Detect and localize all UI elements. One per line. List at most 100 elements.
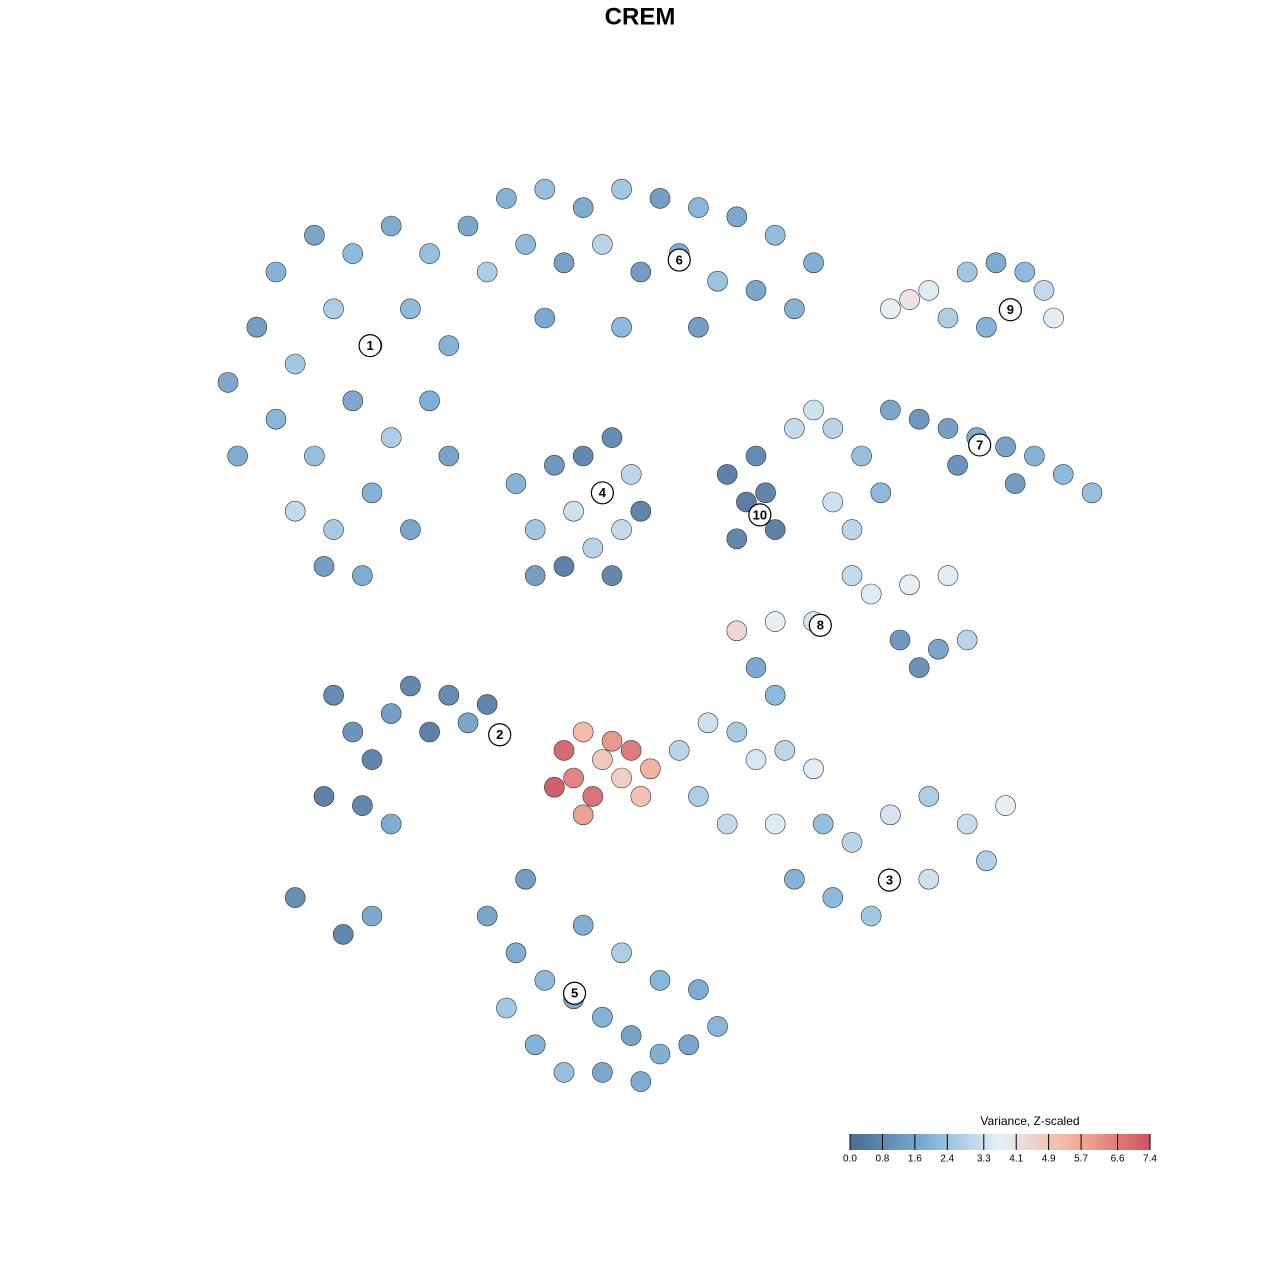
point [496,997,517,1019]
point [764,519,786,540]
point [524,519,546,540]
point [553,252,575,274]
point [937,307,959,329]
point [217,372,239,393]
point [1033,280,1055,301]
colorbar-title: Variance, Z-scaled [980,1114,1079,1128]
point [611,178,632,200]
point [284,887,306,908]
point [323,684,344,706]
cluster-badge [748,503,772,527]
colorbar-tick-label: 2.4 [940,1154,954,1165]
colorbar-tick-label: 0.0 [843,1154,857,1165]
point [592,1006,613,1028]
point [342,243,364,264]
point [227,445,248,467]
point [601,427,623,448]
colorbar-tick-label: 3.3 [977,1154,991,1165]
point [572,721,594,743]
point [630,1071,652,1092]
point [553,556,575,577]
point [880,399,901,421]
cluster-badge [562,981,587,1005]
point [592,749,613,770]
point [342,390,364,412]
point [784,868,805,890]
point [620,1025,642,1046]
point [553,1062,575,1083]
point [937,418,959,439]
point [265,261,287,283]
point [688,979,709,1000]
cluster-label: 9 [1007,302,1014,317]
point [400,675,421,697]
point [323,519,344,540]
point [1004,473,1026,494]
point [505,942,527,964]
chart-title: CREM [605,3,676,30]
point [534,307,556,329]
point [870,482,892,504]
point [745,445,767,467]
point [803,399,824,421]
point [630,261,652,283]
point [572,804,594,826]
point [956,813,978,835]
point [745,280,767,301]
point [553,740,575,761]
point [505,473,527,494]
cluster-label: 1 [366,338,373,353]
point [976,316,997,338]
point [822,887,844,908]
point [764,611,786,632]
point [572,197,594,218]
point [400,298,421,320]
point [726,620,748,642]
point [640,758,661,780]
point [918,868,940,890]
point [419,390,440,412]
point [572,445,594,467]
point [860,905,882,927]
point [515,234,536,255]
colorbar-tick-label: 1.6 [908,1154,922,1165]
point [611,519,632,540]
point [755,482,776,504]
point [496,188,517,209]
point [918,786,940,807]
point [803,252,824,274]
point [352,565,373,586]
point [841,565,863,586]
cluster-label: 8 [817,618,824,633]
point [745,657,767,678]
point [928,638,949,660]
point [323,298,344,320]
point [400,519,421,540]
point [582,786,604,807]
point [611,316,632,338]
point [476,694,498,715]
point [851,445,872,467]
point [860,583,882,605]
point [976,850,997,872]
cluster-badge [998,298,1023,322]
point [764,684,786,706]
point [918,280,940,301]
point [534,970,556,991]
point [524,565,546,586]
point [668,740,690,761]
point [582,537,604,559]
colorbar [850,1134,1150,1150]
point [649,1043,671,1065]
point [544,454,565,476]
point [841,832,863,853]
point [774,740,796,761]
point [688,197,709,218]
point [889,629,911,651]
point [592,1062,613,1083]
colorbar-tick-label: 4.9 [1042,1154,1056,1165]
point [985,252,1007,274]
point [1024,445,1045,467]
point [716,813,738,835]
point [534,178,556,200]
